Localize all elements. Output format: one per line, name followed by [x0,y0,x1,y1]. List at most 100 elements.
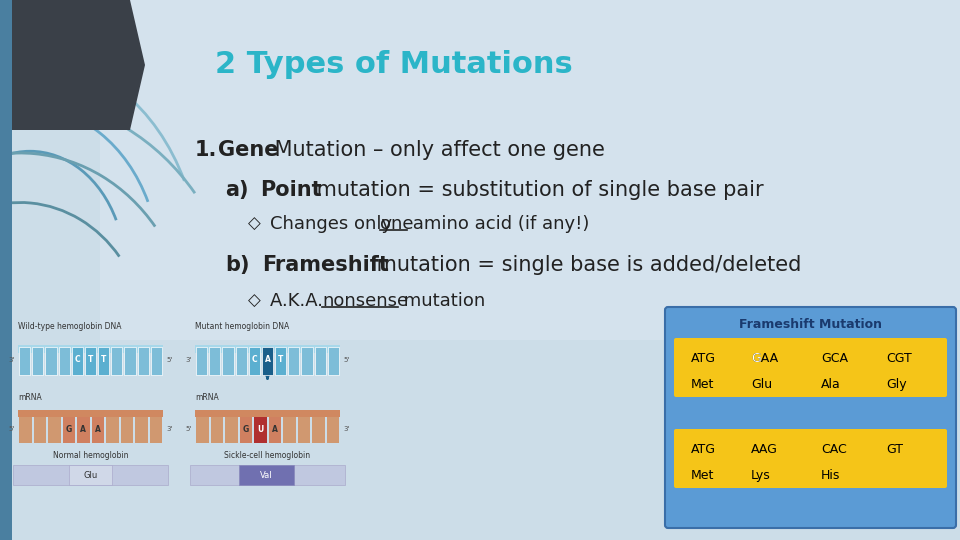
Text: mutation = single base is added/deleted: mutation = single base is added/deleted [370,255,802,275]
Text: Frameshift: Frameshift [262,255,389,275]
Text: AAG: AAG [751,443,778,456]
Text: Point: Point [260,180,322,200]
Bar [223,347,233,375]
Text: a): a) [225,180,249,200]
Bar [210,417,223,443]
Bar [195,345,340,353]
Text: G: G [243,425,249,434]
Bar [125,347,135,375]
Bar [100,0,960,340]
Bar [91,417,104,443]
Text: T: T [101,355,107,364]
Bar [225,417,237,443]
Bar [196,417,208,443]
Text: mRNA: mRNA [18,393,41,402]
Text: 3': 3' [166,426,173,432]
Bar [137,347,149,375]
Bar [19,347,30,375]
Bar [283,417,296,443]
Bar [249,347,260,375]
Bar [327,347,339,375]
Text: ATG: ATG [691,443,716,456]
Text: A.K.A.: A.K.A. [270,292,328,310]
Bar [48,417,60,443]
Bar [69,465,112,485]
Text: Mutation – only affect one gene: Mutation – only affect one gene [268,140,605,160]
FancyBboxPatch shape [674,338,947,397]
Text: 5': 5' [166,357,172,363]
Text: 3': 3' [343,426,349,432]
Bar [235,347,247,375]
Bar [59,347,70,375]
Text: GCA: GCA [821,352,848,365]
Bar [288,347,300,375]
Text: C: C [252,355,257,364]
Bar [135,417,148,443]
Bar [269,417,281,443]
Text: Met: Met [691,469,714,482]
Text: CGT: CGT [886,352,912,365]
Text: mutation: mutation [398,292,485,310]
Bar [262,347,273,375]
Text: Changes only: Changes only [270,215,397,233]
Bar [19,417,32,443]
Text: GAA: GAA [751,352,779,365]
Text: Glu: Glu [84,470,98,480]
Bar [254,417,267,443]
Bar [151,347,162,375]
Text: C: C [75,355,80,364]
Text: one: one [380,215,414,233]
Bar [45,347,57,375]
FancyBboxPatch shape [665,307,956,528]
Text: A: A [272,425,277,434]
Text: amino acid (if any!): amino acid (if any!) [407,215,589,233]
Text: His: His [821,469,840,482]
Text: mutation = substitution of single base pair: mutation = substitution of single base p… [310,180,763,200]
Text: 5': 5' [343,357,349,363]
Text: Gly: Gly [886,378,906,391]
Bar [77,417,89,443]
Text: ◇: ◇ [248,215,261,233]
Text: CAC: CAC [821,443,847,456]
Text: Gene: Gene [218,140,278,160]
Bar [84,347,96,375]
Text: A: A [95,425,101,434]
Text: 1.: 1. [195,140,217,160]
Text: G: G [65,425,72,434]
Bar [34,417,46,443]
Bar [98,347,109,375]
Bar [190,465,345,485]
Text: 3': 3' [9,357,15,363]
Text: Wild-type hemoglobin DNA: Wild-type hemoglobin DNA [18,322,122,331]
Text: ATG: ATG [691,352,716,365]
Bar [238,465,294,485]
Text: Normal hemoglobin: Normal hemoglobin [53,451,129,460]
Text: ◇: ◇ [248,292,261,310]
Polygon shape [0,0,145,130]
Text: Frameshift Mutation: Frameshift Mutation [739,318,882,331]
Bar [196,347,207,375]
Text: 3': 3' [185,357,192,363]
Bar [312,417,324,443]
Text: nonsense: nonsense [322,292,408,310]
Text: mRNA: mRNA [195,393,219,402]
Text: 5': 5' [185,426,192,432]
Bar [72,347,83,375]
Bar [301,347,313,375]
Bar [0,0,12,540]
Text: A: A [81,425,86,434]
Text: 5': 5' [9,426,15,432]
Bar [18,345,163,353]
Text: GT: GT [886,443,903,456]
Bar [13,465,168,485]
Bar [106,417,118,443]
Text: T: T [278,355,283,364]
Bar [326,417,339,443]
Text: Glu: Glu [751,378,772,391]
Text: G: G [751,352,760,365]
Text: A: A [265,355,271,364]
Bar [111,347,123,375]
Text: Val: Val [260,470,273,480]
Bar [18,410,163,417]
Bar [315,347,325,375]
